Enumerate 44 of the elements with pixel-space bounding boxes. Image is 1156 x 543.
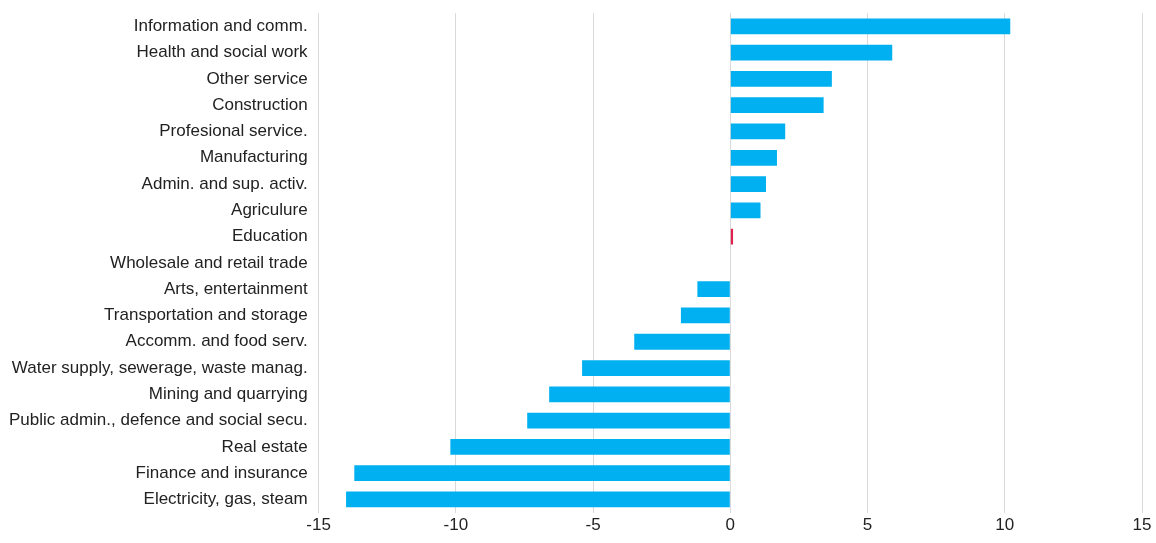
y-tick-label: Information and comm.: [133, 16, 308, 36]
x-tick-label: 10: [995, 515, 1015, 535]
bar: [697, 281, 730, 298]
bar: [354, 465, 730, 482]
y-tick-label: Public admin., defence and social secu.: [9, 410, 308, 430]
y-tick-label: Accomm. and food serv.: [125, 331, 308, 351]
bar: [549, 386, 730, 403]
bar: [634, 333, 730, 350]
y-tick-label: Wholesale and retail trade: [110, 252, 308, 272]
y-tick-label: Admin. and sup. activ.: [141, 173, 308, 193]
bar: [730, 228, 734, 245]
y-tick-label: Education: [232, 226, 308, 246]
x-tick-label: -10: [443, 515, 469, 535]
bar: [680, 307, 730, 324]
x-tick-label: 15: [1132, 515, 1152, 535]
bar: [346, 491, 730, 508]
x-tick-label: -5: [585, 515, 601, 535]
y-tick-label: Mining and quarrying: [148, 384, 308, 404]
bar: [730, 123, 786, 140]
y-tick-label: Agriculure: [231, 200, 308, 220]
y-tick-label: Arts, entertainment: [164, 278, 308, 298]
y-tick-label: Manufacturing: [199, 147, 308, 167]
bar: [527, 412, 730, 429]
y-tick-label: Profesional service.: [159, 121, 308, 141]
bar: [450, 439, 730, 455]
y-tick-label: Real estate: [221, 436, 308, 456]
bar: [730, 176, 766, 192]
y-tick-label: Electricity, gas, steam: [143, 489, 308, 509]
x-tick-label: 0: [725, 515, 736, 535]
bar: [730, 44, 893, 61]
y-tick-label: Other service: [206, 68, 308, 88]
y-tick-label: Water supply, sewerage, waste manag.: [11, 357, 308, 377]
y-tick-label: Finance and insurance: [135, 462, 308, 482]
x-tick-label: -15: [306, 515, 331, 535]
y-tick-label: Construction: [212, 94, 308, 114]
bar: [730, 71, 832, 87]
bar: [730, 202, 761, 219]
y-tick-label: Health and social work: [136, 42, 309, 62]
x-tick-label: 5: [862, 515, 873, 535]
bar: [582, 360, 730, 376]
bar: [730, 97, 824, 114]
bar: [730, 149, 777, 166]
bar: [730, 18, 1011, 35]
y-tick-label: Transportation and storage: [104, 305, 308, 325]
